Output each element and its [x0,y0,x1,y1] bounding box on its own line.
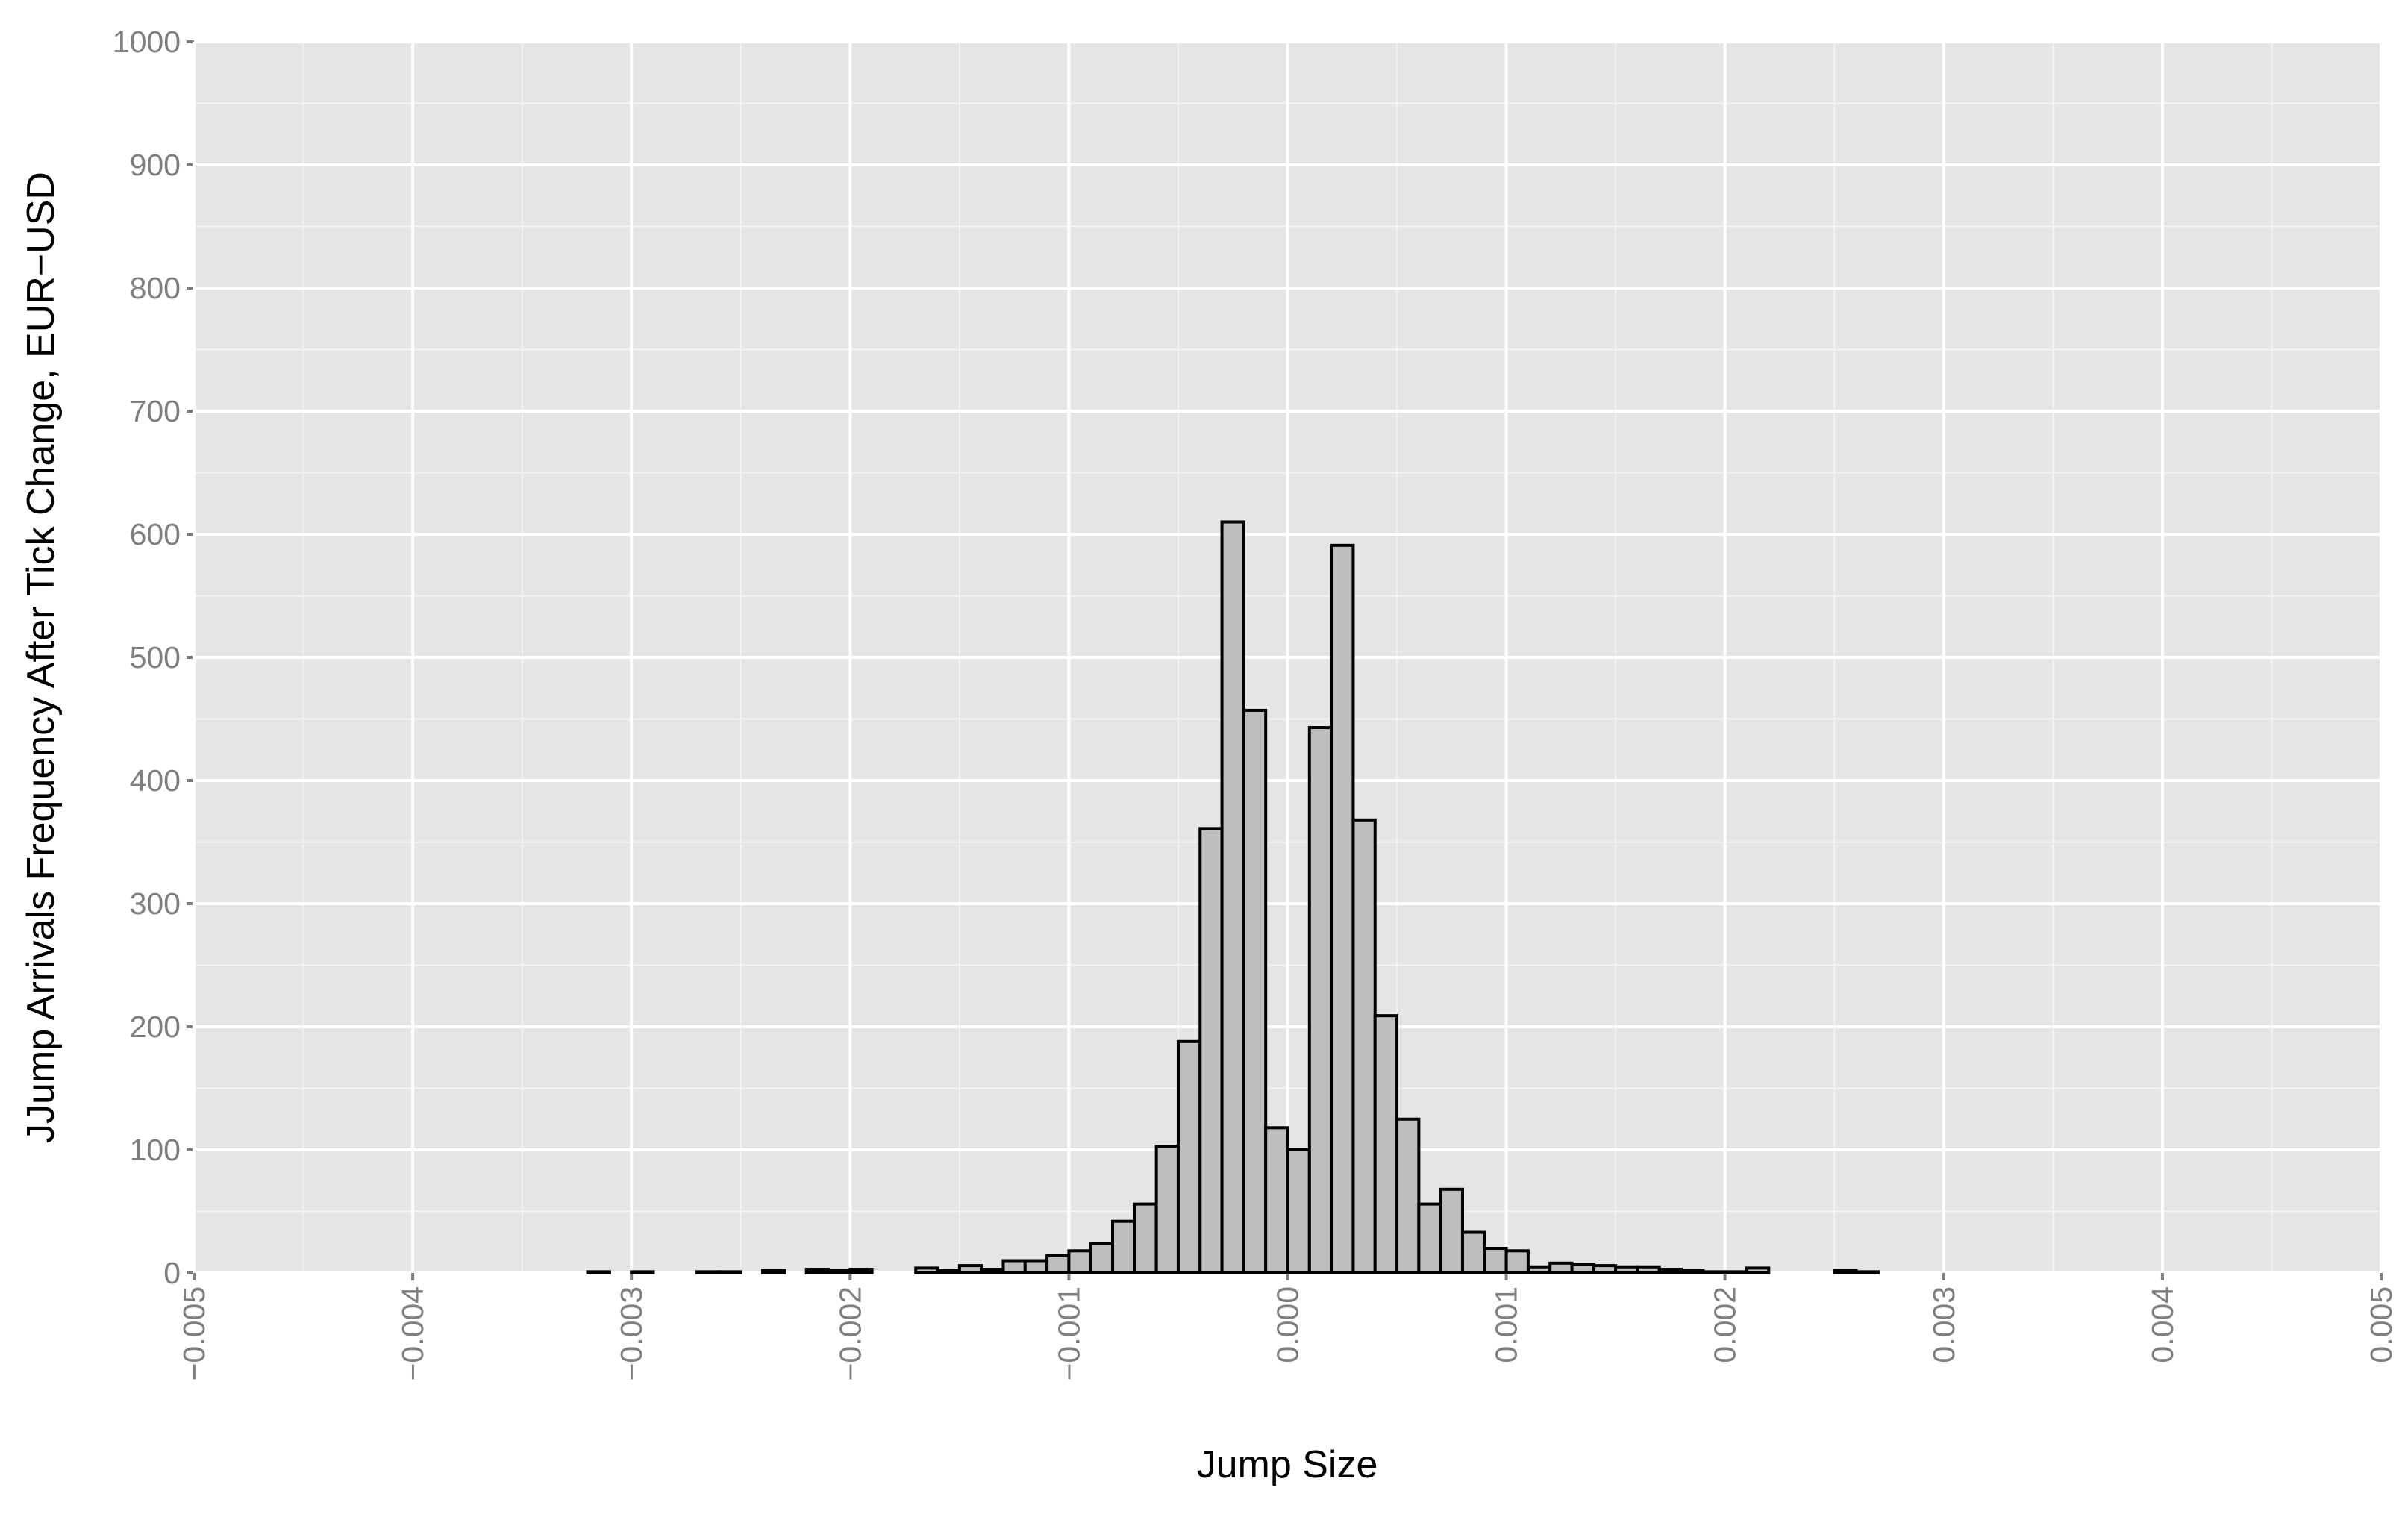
bar [1417,1202,1442,1274]
x-tick-label: 0.000 [1271,1286,1305,1363]
plot-layer: 0 100 200 300 400 500 600 700 800 900 1000 −0.005 −0… [113,25,2398,1381]
bar [1286,1148,1311,1274]
x-tick-label: −0.003 [614,1286,648,1381]
x-tick-label: 0.001 [1489,1286,1524,1363]
bar [1395,1117,1421,1274]
bar [717,1270,742,1274]
bar [1483,1247,1508,1274]
bar [1657,1268,1683,1275]
bar [1636,1265,1661,1274]
x-tick-label: −0.001 [1051,1286,1086,1381]
bar [980,1268,1005,1275]
bar [586,1270,611,1274]
y-tick-label: 800 [130,271,181,305]
x-tick-label: 0.005 [2364,1286,2398,1363]
bar [1045,1254,1071,1275]
bar [1220,520,1245,1274]
bar [1570,1263,1595,1274]
bar [1154,1145,1180,1275]
y-tick-label: 900 [130,148,181,182]
bar [1330,543,1355,1274]
y-axis-title: JJump Arrivals Frequency After Tick Chan… [19,172,63,1143]
x-tick-label: 0.004 [2145,1286,2180,1363]
y-tick-label: 200 [130,1010,181,1044]
x-tick-label: −0.002 [833,1286,867,1381]
bar [957,1264,983,1274]
bar [848,1268,874,1275]
bar [1680,1269,1705,1274]
y-tick-label: 600 [130,517,181,551]
x-tick-label: 0.003 [1927,1286,1961,1363]
bar [826,1269,852,1274]
bar [1176,1039,1202,1275]
x-tick-label: −0.004 [395,1286,430,1381]
bar [1548,1261,1574,1275]
bar [1504,1249,1530,1275]
y-tick-label: 400 [130,763,181,798]
bar [1701,1270,1727,1274]
bar [1023,1259,1049,1274]
x-tick-label: −0.005 [177,1286,211,1381]
bar [914,1266,939,1275]
y-tick-label: 1000 [113,25,181,59]
bar [1592,1264,1618,1274]
bar [1745,1266,1771,1275]
x-axis-title: Jump Size [1197,1443,1378,1486]
y-tick-label: 300 [130,886,181,921]
bar [1111,1219,1136,1274]
y-tick-label: 500 [130,640,181,675]
bar [1133,1202,1158,1274]
bar [1373,1014,1399,1275]
bar [1439,1187,1464,1275]
bar [1723,1270,1749,1274]
y-tick-label: 100 [130,1133,181,1167]
x-tick-label: 0.002 [1708,1286,1742,1363]
bar [1526,1265,1552,1274]
bar [1264,1126,1289,1275]
y-tick-label: 700 [130,394,181,428]
bar [1351,818,1377,1275]
bar [1307,726,1333,1274]
bar [1614,1265,1639,1274]
bar [1067,1249,1092,1275]
bar [1001,1259,1027,1274]
bar [695,1270,721,1274]
bar [630,1270,655,1274]
bar [804,1268,830,1275]
bar [936,1269,961,1274]
bar [1460,1230,1486,1275]
bar [1242,708,1268,1274]
bar [1833,1269,1858,1274]
bar [1198,827,1224,1274]
y-tick-label: 0 [163,1256,181,1290]
bar [1089,1242,1115,1275]
bar [1854,1270,1880,1274]
bar [761,1269,786,1274]
